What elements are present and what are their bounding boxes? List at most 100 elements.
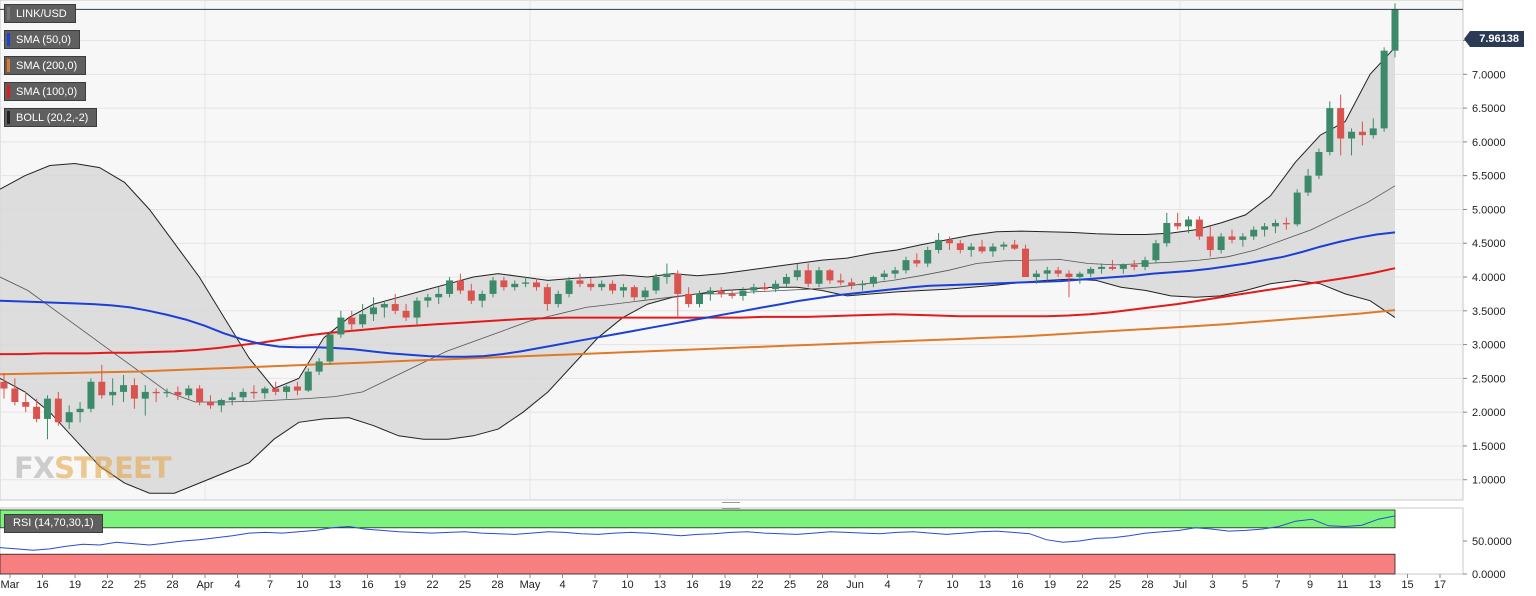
candle-body [1163, 222, 1171, 244]
candle-body [1391, 9, 1399, 51]
x-tick-label: 10 [296, 579, 308, 591]
candle-body [663, 273, 671, 278]
candle-body [217, 400, 225, 406]
x-tick-label: 22 [101, 579, 113, 591]
candle-body [65, 412, 73, 423]
fxstreet-watermark: FXSTREET [14, 451, 172, 485]
x-tick-label: 19 [719, 579, 731, 591]
x-tick-label: 13 [979, 579, 991, 591]
y-tick-label: 3.5000 [1472, 306, 1506, 318]
x-tick-label: 13 [329, 579, 341, 591]
candle-body [554, 293, 562, 305]
candle-body [1087, 268, 1095, 274]
candle-body [1054, 270, 1062, 274]
candle-body [859, 283, 867, 286]
rsi-axis: 50.0000 0.0000 [1463, 536, 1512, 581]
candle-body [391, 304, 399, 311]
x-tick-label: 22 [426, 579, 438, 591]
sma50-line [0, 231, 1396, 358]
candle-body [750, 287, 758, 291]
candle-body [1076, 273, 1084, 278]
x-tick-label: 4 [234, 579, 240, 591]
candle-body [956, 243, 964, 250]
sma200-label[interactable]: SMA (200,0) [4, 56, 87, 75]
candle-body [315, 361, 323, 372]
panel-splitter-handle[interactable] [722, 502, 740, 509]
rsi-label-text: RSI (14,70,30,1) [13, 517, 94, 529]
candle-body [1108, 266, 1116, 269]
pair-label[interactable]: LINK/USD [4, 4, 76, 23]
candle-body [0, 381, 8, 389]
x-tick-label: 25 [459, 579, 471, 591]
x-tick-label: 9 [1307, 579, 1313, 591]
candle-body [478, 293, 486, 301]
x-tick-label: 28 [166, 579, 178, 591]
y-tick-label: 1.5000 [1472, 441, 1506, 453]
x-tick-label: 22 [751, 579, 763, 591]
candle-body [1282, 222, 1290, 225]
y-tick-label: 5.0000 [1472, 204, 1506, 216]
x-tick-label: 28 [491, 579, 503, 591]
candle-body [435, 293, 443, 298]
sma50-label[interactable]: SMA (50,0) [4, 30, 81, 49]
candle-body [261, 388, 269, 394]
x-tick-label: 19 [394, 579, 406, 591]
candle-body [652, 277, 660, 291]
candle-body [109, 391, 117, 396]
candle-body [196, 388, 204, 403]
candle-body [717, 290, 725, 294]
boll-label[interactable]: BOLL (20,2,-2) [4, 108, 98, 127]
rsi-oversold-zone [0, 553, 1396, 575]
candle-body [696, 293, 703, 305]
rsi-label[interactable]: RSI (14,70,30,1) [4, 514, 103, 533]
candle-body [576, 280, 584, 284]
candle-body [1348, 131, 1356, 139]
candle-body [283, 386, 291, 392]
candle-body [902, 260, 910, 271]
x-tick-label: 13 [654, 579, 666, 591]
sma100-line [0, 267, 1396, 356]
candle-body [87, 381, 95, 409]
candle-body [598, 283, 606, 288]
boll-fill [0, 47, 1395, 494]
candle-body [250, 391, 258, 394]
y-tick-label: 4.0000 [1472, 272, 1506, 284]
sma100-label[interactable]: SMA (100,0) [4, 82, 87, 101]
candle-body [630, 287, 638, 298]
x-tick-label: 4 [884, 579, 890, 591]
candle-body [467, 290, 475, 301]
x-tick-label: 19 [1044, 579, 1056, 591]
candle-body [1293, 192, 1301, 225]
x-tick-label: 10 [621, 579, 633, 591]
rsi-zones [0, 509, 1396, 575]
candle-body [11, 388, 19, 403]
candle-body [500, 280, 508, 288]
candle-body [185, 388, 193, 396]
candle-body [1141, 260, 1149, 267]
candle-body [369, 307, 377, 315]
candle-body [685, 293, 693, 305]
y-tick-label: 4.5000 [1472, 238, 1506, 250]
y-tick-label: 2.0000 [1472, 407, 1506, 419]
candle-body [1261, 226, 1269, 230]
candle-body [782, 277, 790, 284]
y-tick-label: 7.0000 [1472, 69, 1506, 81]
candle-body [446, 280, 454, 294]
candle-body [837, 280, 845, 283]
x-tick-label: 15 [1401, 579, 1413, 591]
candle-body [1065, 273, 1073, 278]
candle-body [22, 402, 30, 407]
x-tick-label: Jul [1173, 579, 1187, 591]
x-tick-label: 7 [592, 579, 598, 591]
candle-body [1011, 244, 1019, 249]
candle-body [619, 287, 627, 291]
x-tick-label: 16 [361, 579, 373, 591]
candle-body [587, 283, 595, 288]
candle-body [1369, 128, 1377, 136]
candle-body [1250, 229, 1258, 237]
candle-body [641, 290, 649, 298]
candle-body [359, 314, 367, 325]
y-tick-label: 1.0000 [1472, 475, 1506, 487]
x-tick-label: 3 [1209, 579, 1215, 591]
